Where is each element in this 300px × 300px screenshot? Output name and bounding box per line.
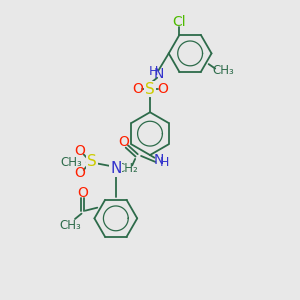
Text: N: N xyxy=(110,161,122,176)
Text: CH₃: CH₃ xyxy=(59,219,81,232)
Text: O: O xyxy=(74,144,85,158)
Text: CH₃: CH₃ xyxy=(213,64,234,77)
Text: O: O xyxy=(132,82,143,96)
Text: O: O xyxy=(77,186,88,200)
Text: CH₃: CH₃ xyxy=(60,156,82,169)
Text: O: O xyxy=(74,167,85,181)
Text: S: S xyxy=(145,82,155,97)
Text: CH₂: CH₂ xyxy=(116,162,138,175)
Text: Cl: Cl xyxy=(172,15,186,29)
Text: H: H xyxy=(148,65,158,78)
Text: O: O xyxy=(118,135,129,149)
Text: S: S xyxy=(87,154,97,169)
Text: N: N xyxy=(153,67,164,81)
Text: N: N xyxy=(154,152,164,167)
Text: H: H xyxy=(160,156,170,169)
Text: O: O xyxy=(157,82,168,96)
